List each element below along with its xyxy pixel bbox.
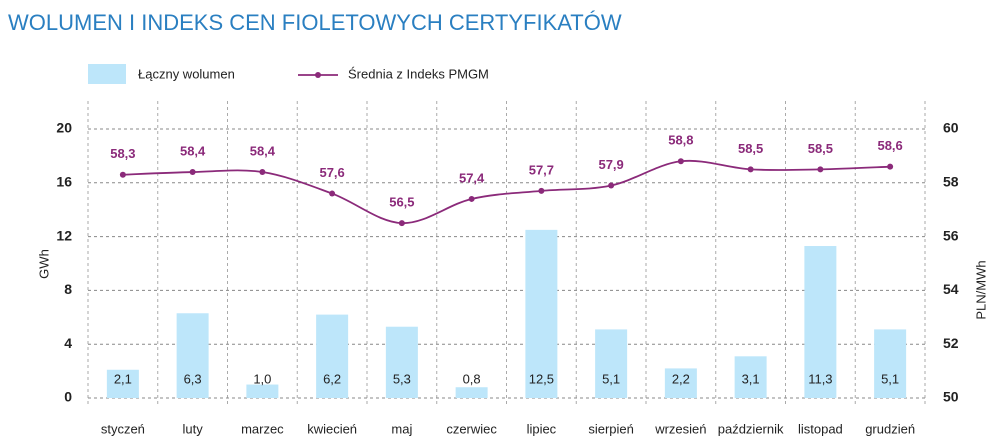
y-axis-label: GWh	[36, 249, 51, 279]
bar	[525, 229, 558, 398]
y-tick-label: 20	[56, 120, 72, 136]
line-value-label: 58,8	[668, 133, 693, 148]
y2-tick-label: 58	[943, 174, 959, 190]
chart-title: WOLUMEN I INDEKS CEN FIOLETOWYCH CERTYFI…	[8, 10, 622, 35]
y2-tick-label: 60	[943, 120, 959, 136]
line-point	[398, 220, 405, 227]
bar	[316, 314, 349, 398]
x-tick-label: maj	[391, 421, 412, 436]
x-tick-label: wrzesień	[654, 421, 706, 436]
line-value-label: 57,4	[459, 170, 485, 185]
bar	[176, 313, 209, 398]
line-value-label: 58,6	[877, 138, 902, 153]
y-tick-label: 8	[64, 281, 72, 297]
y-tick-label: 0	[64, 389, 72, 405]
bar-value-label: 11,3	[808, 371, 832, 386]
line-value-label: 57,6	[319, 165, 344, 180]
bar-value-label: 5,1	[602, 371, 620, 386]
line-value-label: 58,4	[180, 143, 206, 158]
line-value-label: 57,7	[529, 162, 554, 177]
bar	[106, 369, 139, 398]
legend-swatch	[88, 64, 126, 84]
line-point	[119, 171, 126, 178]
x-tick-label: grudzień	[865, 421, 915, 436]
line-value-label: 57,9	[598, 157, 623, 172]
bar-value-label: 6,2	[323, 371, 341, 386]
line-value-label: 58,3	[110, 146, 135, 161]
y-tick-label: 12	[56, 227, 72, 243]
y-tick-label: 16	[56, 174, 72, 190]
bar-value-label: 6,3	[184, 371, 202, 386]
bar	[385, 326, 418, 398]
bar-value-label: 5,3	[393, 371, 411, 386]
line-point	[538, 187, 545, 194]
bar	[595, 329, 628, 398]
line-value-label: 58,5	[738, 141, 763, 156]
line-value-label: 58,5	[808, 141, 833, 156]
x-tick-label: styczeń	[101, 421, 145, 436]
legend-label: Średnia z Indeks PMGM	[348, 66, 489, 81]
x-tick-label: sierpień	[588, 421, 634, 436]
y2-tick-label: 54	[943, 281, 959, 297]
bar	[455, 387, 488, 398]
bar	[804, 246, 837, 398]
bar	[664, 368, 697, 398]
x-tick-label: czerwiec	[446, 421, 497, 436]
bar-value-label: 2,2	[672, 371, 690, 386]
y2-axis-label: PLN/MWh	[973, 260, 988, 319]
line-point	[608, 182, 615, 189]
line-value-label: 56,5	[389, 195, 414, 210]
bar-value-label: 0,8	[463, 371, 481, 386]
x-tick-label: lipiec	[527, 421, 557, 436]
bar	[874, 329, 907, 398]
line	[122, 159, 891, 225]
line-point	[329, 190, 336, 197]
line-value-label: 58,4	[250, 143, 276, 158]
y-tick-label: 4	[64, 335, 72, 351]
bar-value-label: 2,1	[114, 371, 132, 386]
x-tick-label: marzec	[241, 421, 284, 436]
legend-dot	[315, 72, 321, 78]
y2-tick-label: 50	[943, 389, 959, 405]
legend-label: Łączny wolumen	[138, 66, 235, 81]
y2-tick-label: 52	[943, 335, 959, 351]
bar	[734, 356, 767, 398]
line-point	[817, 166, 824, 173]
x-tick-label: październik	[718, 421, 784, 436]
line-point	[468, 195, 475, 202]
bar	[246, 384, 279, 398]
line-point	[747, 166, 754, 173]
x-tick-label: listopad	[798, 421, 843, 436]
bar-value-label: 1,0	[253, 371, 271, 386]
line-point	[259, 169, 266, 176]
bar-value-label: 3,1	[742, 371, 760, 386]
line-point	[677, 158, 684, 165]
x-tick-label: kwiecień	[307, 421, 357, 436]
bar-value-label: 12,5	[529, 371, 554, 386]
x-tick-label: luty	[183, 421, 204, 436]
line-point	[887, 163, 894, 170]
line-point	[189, 169, 196, 176]
y2-tick-label: 56	[943, 227, 959, 243]
bar-value-label: 5,1	[881, 371, 899, 386]
